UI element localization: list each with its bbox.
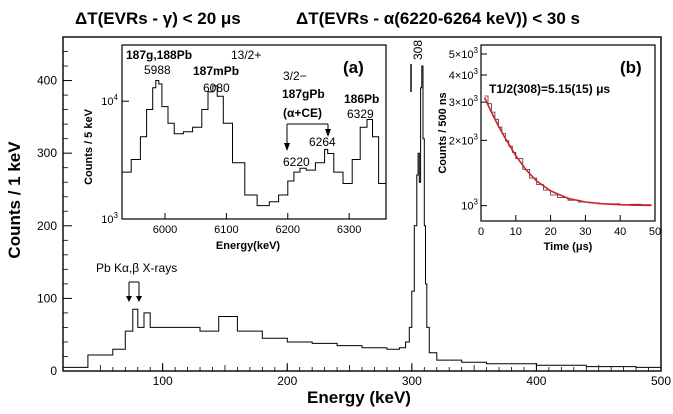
inset-a-x-tick-label: 6100 bbox=[214, 224, 238, 236]
header-right: ΔT(EVRs - α(6220-6264 keV)) < 30 s bbox=[296, 9, 580, 28]
inset-b-x-title: Time (μs) bbox=[544, 241, 593, 253]
label-6080: 6080 bbox=[203, 81, 230, 95]
main-y-tick-label: 400 bbox=[37, 74, 57, 88]
main-y-tick-label: 0 bbox=[50, 364, 57, 378]
label-187g-pb: 187gPb bbox=[282, 87, 325, 101]
inset-b-x-tick-label: 50 bbox=[649, 226, 661, 238]
inset-b-x-tick-label: 40 bbox=[614, 226, 626, 238]
main-x-tick-label: 400 bbox=[526, 374, 546, 388]
label-6220: 6220 bbox=[283, 155, 310, 169]
inset-b-y-ticks: 103 2×103 3×103 4×103 5×103 bbox=[449, 46, 487, 213]
xray-arrowhead-ka bbox=[126, 296, 132, 302]
label-6329: 6329 bbox=[347, 107, 374, 121]
label-spin-13-2: 13/2+ bbox=[231, 48, 261, 62]
main-y-ticks: 0 100 200 300 400 bbox=[37, 36, 72, 378]
main-spectrum-line bbox=[63, 65, 661, 368]
inset-b-x-ticks: 0 10 20 30 40 50 bbox=[478, 215, 661, 238]
arrow-6220 bbox=[284, 143, 290, 151]
peak-308-label: 308 bbox=[411, 40, 425, 60]
inset-b-fit-line bbox=[483, 97, 652, 207]
inset-a-y-ticks: 103 104 bbox=[101, 93, 129, 226]
header-left: ΔT(EVRs - γ) < 20 μs bbox=[75, 9, 241, 28]
main-y-axis-title: Counts / 1 keV bbox=[5, 141, 24, 259]
inset-b-background bbox=[440, 45, 658, 223]
inset-a-panel-label: (a) bbox=[343, 58, 364, 77]
inset-b-x-tick-label: 20 bbox=[544, 226, 556, 238]
label-spin-3-2: 3/2− bbox=[283, 69, 307, 83]
main-x-tick-label: 300 bbox=[402, 374, 422, 388]
inset-b-panel-label: (b) bbox=[620, 58, 642, 77]
main-x-tick-label: 100 bbox=[153, 374, 173, 388]
label-alpha-ce: (α+CE) bbox=[283, 106, 322, 120]
inset-a-y-tick-label: 104 bbox=[101, 93, 118, 108]
main-x-axis-title: Energy (keV) bbox=[307, 388, 411, 407]
inset-b-y-title: Counts / 500 ns bbox=[437, 92, 449, 173]
main-x-tick-label: 200 bbox=[277, 374, 297, 388]
main-y-tick-label: 300 bbox=[37, 146, 57, 160]
label-186pb: 186Pb bbox=[344, 92, 379, 106]
inset-b-x-tick-label: 10 bbox=[510, 226, 522, 238]
xray-arrowhead-kb bbox=[136, 296, 142, 302]
main-x-tick-label: 500 bbox=[651, 374, 671, 388]
inset-b-y-tick-label: 3×103 bbox=[449, 94, 479, 109]
inset-b-y-tick-label: 4×103 bbox=[449, 67, 479, 82]
inset-a-y-title: Counts / 5 keV bbox=[83, 108, 95, 184]
xray-bracket bbox=[128, 281, 140, 289]
arrow-6264 bbox=[325, 129, 331, 137]
label-187g-188pb: 187g,188Pb bbox=[126, 48, 192, 62]
inset-b-y-tick-label: 5×103 bbox=[449, 46, 479, 61]
inset-b-x-tick-label: 0 bbox=[478, 226, 484, 238]
inset-a-x-tick-label: 6300 bbox=[337, 224, 361, 236]
inset-a-spectrum-line bbox=[122, 80, 387, 210]
inset-a-background bbox=[118, 45, 386, 219]
inset-b-frame bbox=[480, 44, 656, 222]
inset-a-frame bbox=[121, 44, 387, 220]
inset-a-y-tick-label: 103 bbox=[101, 211, 118, 226]
label-187m-pb: 187mPb bbox=[193, 64, 239, 78]
inset-a-x-ticks: 6000 6100 6200 6300 bbox=[153, 213, 361, 236]
inset-b-y-tick-label: 103 bbox=[461, 198, 478, 213]
main-y-tick-label: 200 bbox=[37, 219, 57, 233]
inset-a-x-title: Energy(keV) bbox=[216, 240, 281, 252]
main-x-ticks: 100 200 300 400 500 bbox=[99, 363, 671, 388]
inset-b-y-tick-label: 2×103 bbox=[449, 132, 479, 147]
inset-a-x-tick-label: 6000 bbox=[153, 224, 177, 236]
inset-b-x-tick-label: 30 bbox=[579, 226, 591, 238]
half-life-label: T1/2(308)=5.15(15) μs bbox=[489, 82, 610, 96]
inset-a-x-tick-label: 6200 bbox=[276, 224, 300, 236]
xray-label: Pb Kα,β X-rays bbox=[96, 261, 177, 275]
main-y-tick-label: 100 bbox=[37, 291, 57, 305]
label-5988: 5988 bbox=[144, 63, 171, 77]
label-6264: 6264 bbox=[309, 135, 336, 149]
inset-b: 0 10 20 30 40 50 103 2×103 3×103 4×103 5×103 Time… bbox=[437, 44, 661, 253]
inset-a: 6000 6100 6200 6300 103 104 Energy(keV) Coun… bbox=[83, 44, 387, 252]
